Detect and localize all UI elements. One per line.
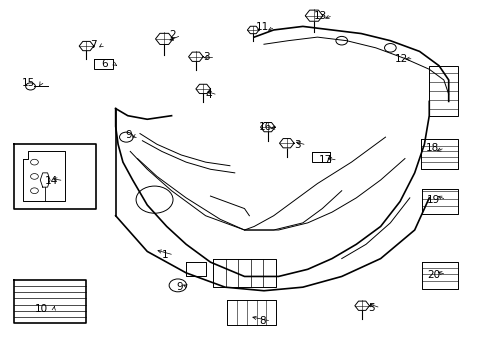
Text: 8: 8 bbox=[258, 316, 265, 326]
Text: 13: 13 bbox=[313, 11, 326, 21]
Text: 11: 11 bbox=[256, 22, 269, 32]
Text: 15: 15 bbox=[22, 78, 35, 88]
Text: 14: 14 bbox=[44, 176, 58, 186]
Text: 3: 3 bbox=[294, 140, 300, 150]
Text: 9: 9 bbox=[125, 130, 131, 140]
Text: 9: 9 bbox=[176, 282, 183, 292]
Text: 6: 6 bbox=[102, 59, 108, 69]
Text: 20: 20 bbox=[427, 270, 440, 280]
Text: 7: 7 bbox=[90, 40, 97, 50]
Text: 3: 3 bbox=[203, 53, 209, 63]
Text: 16: 16 bbox=[258, 122, 271, 132]
Text: 4: 4 bbox=[205, 90, 211, 100]
Text: 1: 1 bbox=[161, 250, 168, 260]
Text: 5: 5 bbox=[367, 303, 374, 313]
Text: 18: 18 bbox=[425, 143, 438, 153]
Text: 10: 10 bbox=[35, 304, 48, 314]
Text: 2: 2 bbox=[168, 30, 175, 40]
Text: 12: 12 bbox=[394, 54, 407, 64]
Text: 19: 19 bbox=[427, 195, 440, 204]
Text: 17: 17 bbox=[318, 156, 331, 165]
